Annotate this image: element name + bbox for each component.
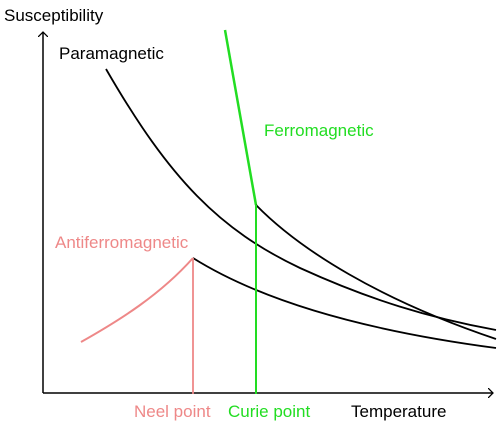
y-axis-label: Susceptibility [4,6,104,25]
neel-point-label: Neel point [134,402,211,421]
ferromagnetic-curve [255,204,497,340]
curie-point-label: Curie point [228,402,310,421]
ferromagnetic-label: Ferromagnetic [264,121,374,140]
ferromagnetic-steep-line [223,29,258,206]
x-axis-label: Temperature [351,402,446,421]
paramagnetic-curve [105,68,497,331]
antiferromagnetic-decaying-curve [192,257,497,349]
paramagnetic-label: Paramagnetic [59,44,164,63]
antiferromagnetic-rising-curve [80,257,194,343]
antiferromagnetic-label: Antiferromagnetic [55,233,189,252]
